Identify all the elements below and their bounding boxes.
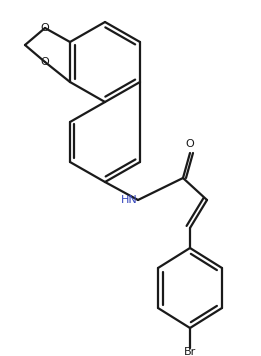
Text: HN: HN <box>121 195 138 205</box>
Text: O: O <box>186 139 194 149</box>
Text: Br: Br <box>184 347 196 356</box>
Text: O: O <box>41 57 49 67</box>
Text: O: O <box>41 23 49 33</box>
